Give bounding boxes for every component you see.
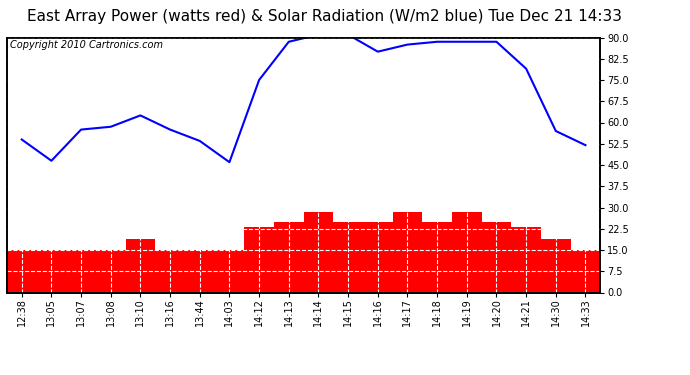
Bar xyxy=(511,227,541,292)
Bar xyxy=(452,212,482,292)
Bar xyxy=(333,222,363,292)
Bar xyxy=(96,250,126,292)
Bar xyxy=(7,250,37,292)
Bar xyxy=(422,222,452,292)
Bar xyxy=(482,222,511,292)
Bar xyxy=(304,212,333,292)
Bar xyxy=(37,250,66,292)
Bar xyxy=(363,222,393,292)
Bar xyxy=(244,227,274,292)
Text: East Array Power (watts red) & Solar Radiation (W/m2 blue) Tue Dec 21 14:33: East Array Power (watts red) & Solar Rad… xyxy=(27,9,622,24)
Bar xyxy=(393,212,422,292)
Bar xyxy=(541,238,571,292)
Bar xyxy=(185,250,215,292)
Text: Copyright 2010 Cartronics.com: Copyright 2010 Cartronics.com xyxy=(10,40,163,50)
Bar xyxy=(274,222,304,292)
Bar xyxy=(215,250,244,292)
Bar xyxy=(571,250,600,292)
Bar xyxy=(66,250,96,292)
Bar xyxy=(126,238,155,292)
Bar xyxy=(155,250,185,292)
